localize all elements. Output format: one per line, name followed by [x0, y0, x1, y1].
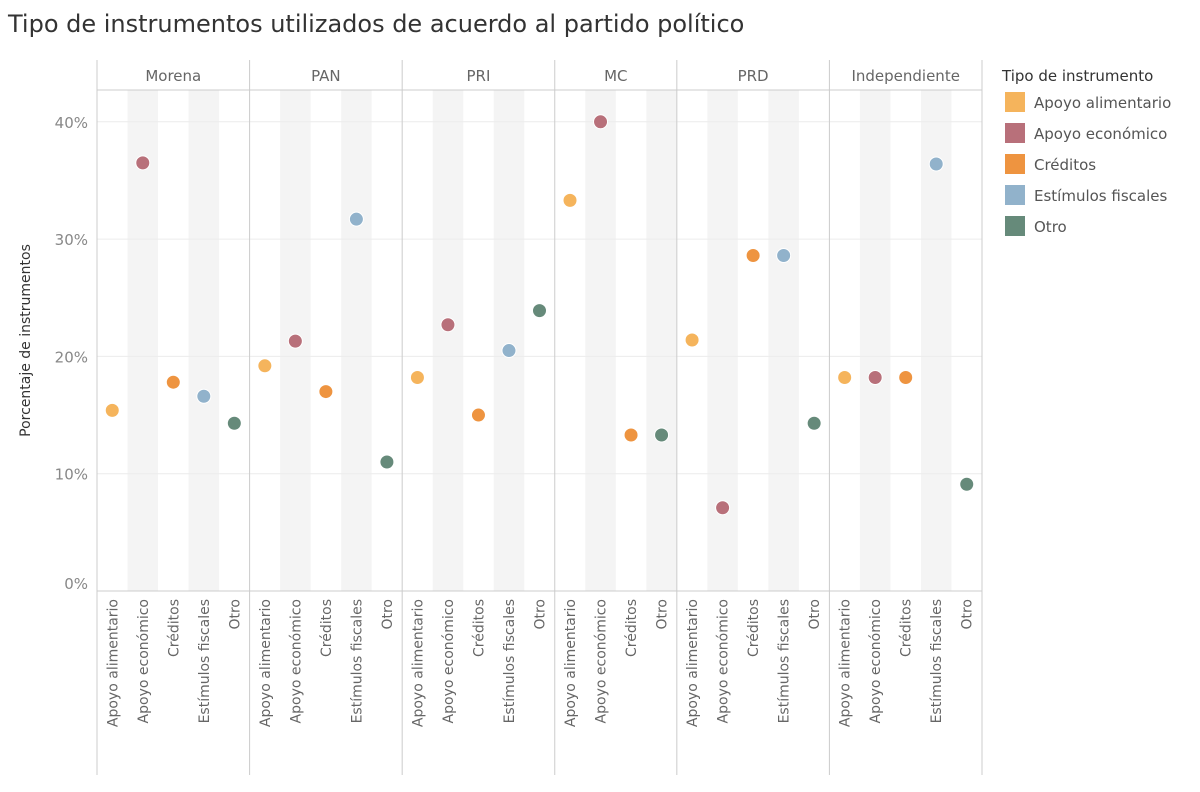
x-tick-label: Créditos — [319, 599, 335, 657]
data-point — [257, 358, 273, 374]
data-point — [776, 248, 792, 264]
y-axis-label: Porcentaje de instrumentos — [18, 244, 34, 437]
column-band — [920, 90, 952, 591]
x-tick-label: Apoyo económico — [441, 599, 457, 723]
legend-label: Apoyo alimentario — [1034, 94, 1171, 112]
legend-swatch — [1005, 123, 1025, 143]
panel-header-pan: PAN — [311, 67, 341, 85]
panel-header-morena: Morena — [145, 67, 201, 85]
legend-label: Otro — [1034, 218, 1067, 236]
x-tick-label: Apoyo alimentario — [105, 599, 121, 727]
column-band — [768, 90, 799, 591]
x-tick-label: Créditos — [624, 599, 640, 657]
data-point — [715, 500, 731, 516]
x-tick-label: Otro — [227, 599, 243, 630]
panel-header-prd: PRD — [738, 67, 769, 85]
legend-swatch — [1005, 92, 1025, 112]
x-tick-label: Otro — [380, 599, 396, 630]
data-point — [348, 211, 364, 227]
x-tick-label: Estímulos fiscales — [502, 599, 518, 723]
column-band — [707, 90, 738, 591]
data-point — [379, 454, 395, 470]
x-tick-label: Créditos — [471, 599, 487, 657]
y-tick-label: 0% — [64, 575, 88, 593]
data-point — [532, 303, 547, 319]
x-tick-label: Apoyo alimentario — [563, 599, 579, 727]
panel-header-independiente: Independiente — [851, 67, 959, 85]
legend-swatch — [1005, 185, 1025, 205]
legend-swatch — [1005, 216, 1025, 236]
column-band — [432, 90, 464, 591]
chart-title: Tipo de instrumentos utilizados de acuer… — [8, 10, 745, 38]
y-tick-label: 40% — [55, 114, 88, 132]
x-tick-label: Apoyo alimentario — [685, 599, 701, 727]
x-tick-label: Otro — [960, 599, 976, 630]
x-tick-label: Apoyo alimentario — [838, 599, 854, 727]
panel-header-pri: PRI — [467, 67, 491, 85]
data-point — [470, 407, 486, 423]
y-tick-label: 10% — [55, 466, 88, 484]
x-tick-label: Otro — [807, 599, 823, 630]
y-tick-label: 20% — [55, 348, 88, 366]
legend-label: Estímulos fiscales — [1034, 187, 1167, 205]
x-tick-label: Apoyo económico — [288, 599, 304, 723]
x-tick-label: Apoyo económico — [716, 599, 732, 723]
x-tick-label: Estímulos fiscales — [777, 599, 793, 723]
x-tick-label: Créditos — [746, 599, 762, 657]
x-tick-label: Estímulos fiscales — [197, 599, 213, 723]
x-tick-label: Otro — [655, 599, 671, 630]
x-tick-label: Apoyo económico — [136, 599, 152, 723]
x-tick-label: Créditos — [899, 599, 915, 657]
column-band — [585, 90, 616, 591]
data-point — [104, 402, 120, 418]
data-point — [593, 114, 609, 130]
data-point — [745, 248, 761, 264]
data-point — [440, 317, 456, 333]
x-tick-label: Otro — [533, 599, 549, 630]
panel-header-mc: MC — [604, 67, 627, 85]
column-band — [493, 90, 525, 591]
x-tick-label: Apoyo alimentario — [258, 599, 274, 727]
data-point — [409, 370, 425, 386]
x-tick-label: Apoyo económico — [868, 599, 884, 723]
data-point — [287, 333, 303, 349]
data-point — [623, 427, 639, 443]
data-point — [501, 343, 517, 359]
legend-label: Créditos — [1034, 156, 1096, 174]
legend-title: Tipo de instrumento — [1001, 67, 1153, 85]
legend-swatch — [1005, 154, 1025, 174]
data-point — [867, 370, 883, 386]
data-point — [806, 415, 822, 431]
column-band — [127, 90, 159, 591]
column-band — [859, 90, 891, 591]
data-point — [837, 370, 853, 386]
x-tick-label: Créditos — [166, 599, 182, 657]
data-point — [898, 370, 914, 386]
legend-label: Apoyo económico — [1034, 125, 1167, 143]
data-point — [959, 476, 975, 492]
column-band — [341, 90, 372, 591]
column-band — [188, 90, 220, 591]
data-point — [318, 384, 334, 400]
column-band — [646, 90, 677, 591]
x-tick-label: Apoyo alimentario — [410, 599, 426, 727]
data-point — [226, 415, 242, 431]
data-point — [165, 374, 181, 390]
x-tick-label: Estímulos fiscales — [929, 599, 945, 723]
y-tick-label: 30% — [55, 231, 88, 249]
x-tick-label: Apoyo económico — [594, 599, 610, 723]
data-point — [928, 156, 944, 172]
x-tick-label: Estímulos fiscales — [349, 599, 365, 723]
data-point — [135, 155, 151, 171]
data-point — [196, 388, 212, 404]
data-point — [654, 427, 670, 443]
data-point — [562, 192, 578, 208]
data-point — [684, 332, 700, 348]
